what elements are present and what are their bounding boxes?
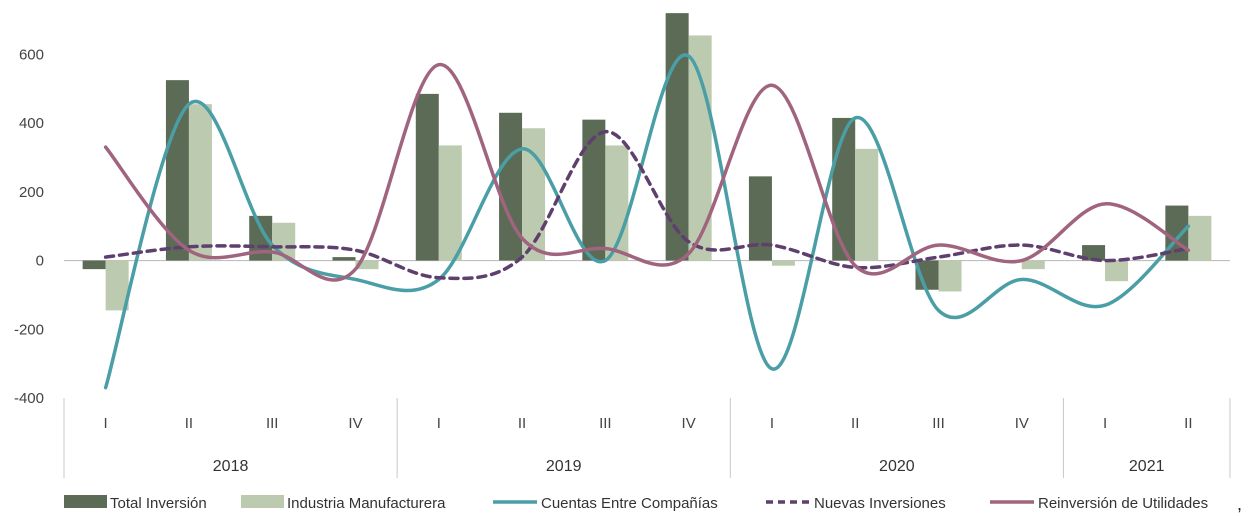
bars [82,13,1212,311]
x-tick-label: I [104,415,108,432]
legend-industria-manufacturera: Industria Manufacturera [241,495,446,512]
y-tick-label: 0 [36,253,44,270]
legend-label: Cuentas Entre Compañías [541,495,718,512]
bar-industria-manufacturera [938,260,962,292]
bar-total-inversion [665,13,689,261]
bar-total-inversion [249,215,273,261]
year-label: 2018 [213,458,249,475]
y-tick-label: 200 [19,184,44,201]
legend-label: Nuevas Inversiones [814,495,946,512]
bar-industria-manufacturera [771,260,795,266]
x-tick-label: II [851,415,859,432]
legend-swatch [64,495,107,508]
x-tick-label: IV [1015,415,1029,432]
line-cuentas-entre-companias [103,53,1191,390]
bar-industria-manufacturera [438,145,462,261]
x-tick-label: I [1103,415,1107,432]
y-tick-label: -200 [14,321,44,338]
x-tick-label: II [185,415,193,432]
bar-industria-manufacturera [1021,260,1045,270]
bar-total-inversion [415,93,439,261]
x-tick-label: III [266,415,279,432]
line-nuevas-inversiones [103,129,1191,281]
legend-label: Reinversión de Utilidades [1038,495,1208,512]
bar-total-inversion [1082,245,1106,261]
trailing-comma: , [1237,494,1242,514]
bar-industria-manufacturera [105,260,129,311]
bar-total-inversion [915,260,939,290]
x-tick-label: II [1184,415,1192,432]
bar-total-inversion [82,260,106,270]
x-tick-label: I [770,415,774,432]
legend-label: Total Inversión [110,495,207,512]
bar-industria-manufacturera [688,35,712,261]
y-tick-label: 400 [19,115,44,132]
x-tick-label: IV [348,415,362,432]
x-tick-label: III [599,415,612,432]
bar-industria-manufacturera [188,104,212,261]
x-tick-label: IV [682,415,696,432]
x-tick-label: III [932,415,945,432]
legend: Total Inversión Industria Manufacturera Cu… [64,495,1208,512]
line-reinversion-de-utilidades [103,62,1191,282]
legend-nuevas-inversiones: Nuevas Inversiones [766,495,946,512]
legend-reinversion-de-utilidades: Reinversión de Utilidades [990,495,1208,512]
bar-industria-manufacturera [1105,260,1129,282]
bar-total-inversion [165,80,189,261]
bar-total-inversion [332,257,356,261]
bar-total-inversion [748,176,772,261]
bar-total-inversion [582,119,606,261]
year-label: 2019 [546,458,582,475]
y-tick-label: -400 [14,390,44,407]
bar-industria-manufacturera [855,148,879,261]
legend-label: Industria Manufacturera [287,495,446,512]
bar-industria-manufacturera [1188,215,1212,261]
y-tick-label: 600 [19,46,44,63]
bar-industria-manufacturera [355,260,379,270]
legend-total-inversion: Total Inversión [64,495,207,512]
x-tick-label: II [518,415,526,432]
bar-total-inversion [499,112,523,261]
legend-swatch [241,495,284,508]
x-tick-label: I [437,415,441,432]
lines [103,53,1191,390]
legend-cuentas-entre-companias: Cuentas Entre Compañías [493,495,718,512]
bar-total-inversion [832,117,856,261]
year-label: 2020 [879,458,915,475]
year-label: 2021 [1129,458,1165,475]
